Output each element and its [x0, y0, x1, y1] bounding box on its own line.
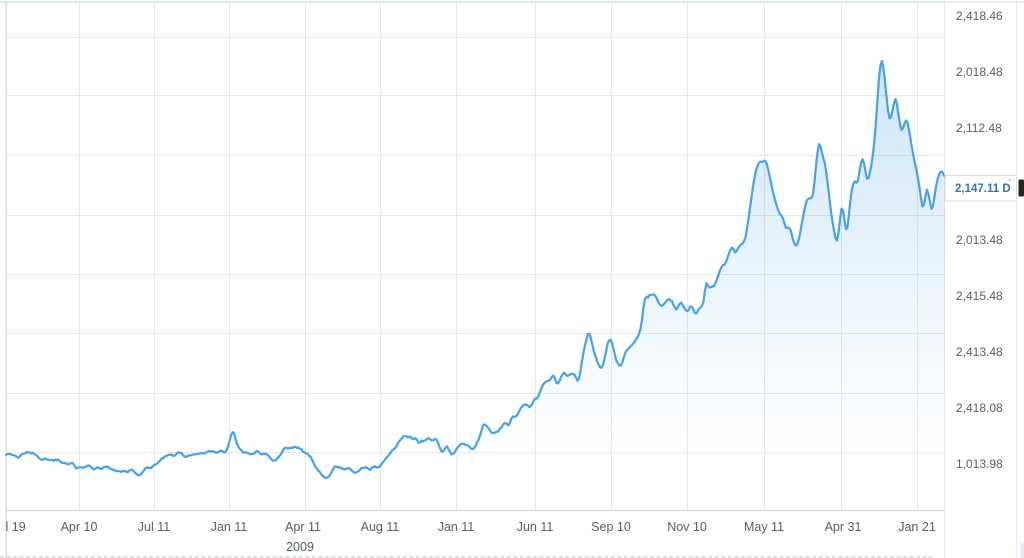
svg-text:Jun 11: Jun 11 [517, 520, 554, 534]
svg-text:2,418.08: 2,418.08 [956, 401, 1003, 415]
svg-text:l 19: l 19 [6, 520, 26, 534]
svg-text:2,413.48: 2,413.48 [956, 345, 1003, 359]
svg-text:May 11: May 11 [744, 520, 784, 534]
svg-text:2,018.48: 2,018.48 [956, 65, 1003, 79]
svg-text:2,415.48: 2,415.48 [956, 289, 1003, 303]
svg-text:2,147.11 D: 2,147.11 D [955, 183, 1011, 195]
svg-text:Sep 10: Sep 10 [591, 520, 631, 534]
svg-text:Apr 10: Apr 10 [61, 520, 98, 534]
svg-text:2009: 2009 [286, 540, 314, 554]
svg-text:Apr 31: Apr 31 [825, 520, 862, 534]
svg-text:ʹ: ʹ [1009, 178, 1010, 186]
svg-text:2,112.48: 2,112.48 [956, 121, 1002, 135]
svg-text:Jul 11: Jul 11 [138, 520, 170, 534]
svg-text:Aug 11: Aug 11 [361, 520, 400, 534]
svg-text:2,418.46: 2,418.46 [956, 9, 1003, 23]
svg-text:2,013.48: 2,013.48 [956, 233, 1003, 247]
svg-text:Jan 11: Jan 11 [438, 520, 475, 534]
svg-text:Jan 21: Jan 21 [898, 520, 936, 534]
svg-text:Nov 10: Nov 10 [667, 520, 707, 534]
svg-text:Jan 11: Jan 11 [211, 520, 248, 534]
svg-text:Apr 11: Apr 11 [285, 520, 321, 534]
svg-text:1,013.98: 1,013.98 [956, 457, 1003, 471]
